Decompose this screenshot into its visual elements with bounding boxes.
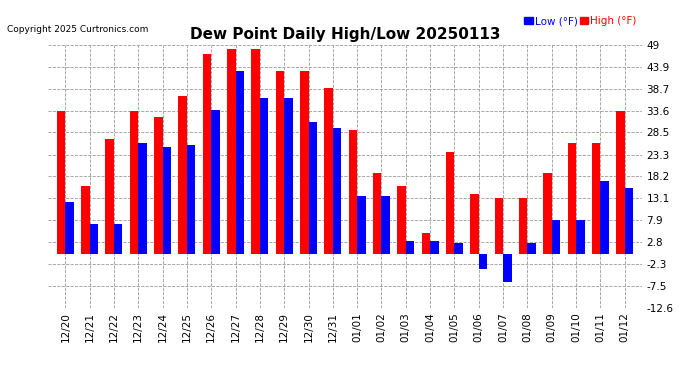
Bar: [284, 98, 293, 254]
Bar: [430, 241, 439, 254]
Bar: [422, 232, 430, 254]
Bar: [446, 152, 455, 254]
Bar: [406, 241, 414, 254]
Bar: [179, 96, 187, 254]
Bar: [357, 196, 366, 254]
Bar: [624, 188, 633, 254]
Bar: [106, 139, 114, 254]
Title: Dew Point Daily High/Low 20250113: Dew Point Daily High/Low 20250113: [190, 27, 500, 42]
Bar: [455, 243, 463, 254]
Bar: [616, 111, 624, 254]
Bar: [187, 145, 195, 254]
Legend: Low (°F), High (°F): Low (°F), High (°F): [524, 16, 636, 26]
Bar: [568, 143, 576, 254]
Bar: [471, 194, 479, 254]
Bar: [592, 143, 600, 254]
Bar: [81, 186, 90, 254]
Bar: [382, 196, 390, 254]
Bar: [276, 70, 284, 254]
Bar: [235, 70, 244, 254]
Bar: [519, 198, 527, 254]
Bar: [503, 254, 511, 282]
Bar: [479, 254, 487, 269]
Bar: [543, 173, 552, 254]
Bar: [211, 110, 219, 254]
Bar: [203, 54, 211, 254]
Bar: [300, 70, 308, 254]
Bar: [308, 122, 317, 254]
Bar: [576, 220, 584, 254]
Bar: [260, 98, 268, 254]
Bar: [373, 173, 382, 254]
Bar: [527, 243, 536, 254]
Bar: [90, 224, 98, 254]
Bar: [397, 186, 406, 254]
Bar: [324, 88, 333, 254]
Bar: [138, 143, 147, 254]
Bar: [251, 49, 260, 254]
Bar: [57, 111, 66, 254]
Bar: [495, 198, 503, 254]
Bar: [600, 182, 609, 254]
Bar: [114, 224, 123, 254]
Bar: [333, 128, 342, 254]
Bar: [348, 130, 357, 254]
Bar: [66, 202, 74, 254]
Bar: [227, 49, 235, 254]
Text: Copyright 2025 Curtronics.com: Copyright 2025 Curtronics.com: [7, 25, 148, 34]
Bar: [552, 220, 560, 254]
Bar: [130, 111, 138, 254]
Bar: [154, 117, 163, 254]
Bar: [163, 147, 171, 254]
